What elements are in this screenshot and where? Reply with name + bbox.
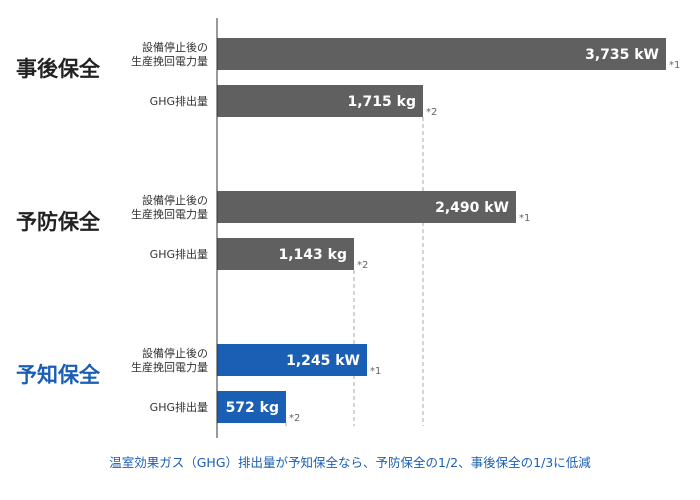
footnote-mark: *2 (357, 260, 368, 271)
bars-layer (217, 38, 666, 423)
row-label: 設備停止後の生産挽回電力量 (131, 346, 208, 374)
bar (217, 238, 354, 270)
group-label: 事後保全 (16, 57, 101, 81)
footnote-mark: *1 (370, 366, 381, 377)
group-label: 予防保全 (16, 210, 101, 234)
row-label: 設備停止後の生産挽回電力量 (131, 193, 208, 221)
group-label: 予知保全 (16, 363, 101, 387)
guide-lines (285, 117, 424, 426)
bar-value-label: 1,245 kW (286, 353, 360, 369)
chart-caption: 温室効果ガス（GHG）排出量が予知保全なら、予防保全の1/2、事後保全の1/3に… (109, 455, 591, 470)
footnote-mark: *2 (289, 413, 300, 424)
footnote-mark: *1 (519, 213, 530, 224)
footnote-mark: *2 (426, 107, 437, 118)
bar-value-label: 1,715 kg (348, 94, 417, 110)
bar-value-label: 572 kg (226, 400, 279, 416)
bar (217, 391, 286, 423)
row-label: GHG排出量 (150, 247, 208, 261)
bar (217, 85, 423, 117)
bar (217, 38, 666, 70)
row-label: GHG排出量 (150, 400, 208, 414)
bar-value-label: 1,143 kg (279, 247, 348, 263)
bar (217, 344, 367, 376)
row-label: GHG排出量 (150, 94, 208, 108)
bar-value-label: 2,490 kW (435, 200, 509, 216)
footnote-mark: *1 (669, 60, 680, 71)
bar (217, 191, 516, 223)
bar-value-label: 3,735 kW (585, 47, 659, 63)
row-label: 設備停止後の生産挽回電力量 (131, 40, 208, 68)
